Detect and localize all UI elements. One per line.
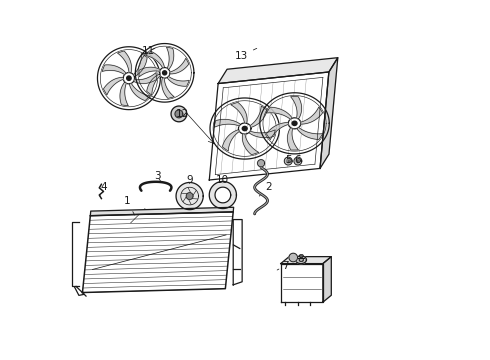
Polygon shape (214, 120, 241, 127)
Polygon shape (103, 77, 123, 95)
Text: 1: 1 (124, 197, 135, 215)
Polygon shape (147, 74, 160, 95)
Polygon shape (243, 134, 259, 155)
Polygon shape (159, 68, 170, 78)
Polygon shape (288, 128, 298, 150)
Polygon shape (299, 258, 303, 261)
Polygon shape (289, 253, 297, 262)
Polygon shape (295, 256, 306, 264)
Polygon shape (323, 257, 331, 302)
Polygon shape (242, 126, 247, 131)
Polygon shape (294, 157, 302, 165)
Polygon shape (267, 122, 289, 140)
Polygon shape (163, 71, 167, 75)
Polygon shape (281, 257, 331, 264)
Polygon shape (139, 67, 160, 77)
Polygon shape (287, 159, 290, 163)
Polygon shape (288, 118, 301, 129)
Polygon shape (250, 106, 267, 127)
Polygon shape (175, 110, 183, 118)
Polygon shape (82, 212, 233, 293)
Polygon shape (167, 47, 174, 69)
Text: 6: 6 (294, 156, 301, 165)
Polygon shape (320, 58, 338, 168)
Polygon shape (267, 107, 292, 119)
Polygon shape (133, 54, 147, 77)
Polygon shape (209, 181, 237, 208)
Polygon shape (297, 127, 323, 139)
Text: 8: 8 (297, 254, 304, 264)
Polygon shape (249, 130, 275, 138)
Polygon shape (292, 121, 297, 126)
Polygon shape (209, 72, 329, 180)
Text: 13: 13 (235, 48, 257, 61)
Text: 7: 7 (277, 261, 288, 271)
Polygon shape (134, 73, 156, 84)
Polygon shape (296, 159, 300, 163)
Text: 11: 11 (142, 46, 155, 57)
Polygon shape (301, 107, 322, 124)
Polygon shape (186, 193, 193, 199)
Polygon shape (291, 96, 302, 119)
Polygon shape (176, 183, 203, 210)
Polygon shape (129, 84, 150, 100)
Text: 9: 9 (186, 175, 193, 185)
Text: 4: 4 (99, 182, 107, 196)
Polygon shape (215, 187, 231, 203)
Polygon shape (127, 76, 131, 80)
Text: 12: 12 (176, 109, 189, 119)
Polygon shape (239, 123, 251, 134)
Text: 3: 3 (154, 171, 161, 181)
Polygon shape (231, 102, 247, 123)
Text: 2: 2 (259, 182, 271, 196)
Polygon shape (90, 207, 234, 216)
Polygon shape (102, 65, 126, 75)
Text: 5: 5 (286, 156, 292, 165)
Polygon shape (258, 159, 265, 167)
Polygon shape (162, 78, 174, 98)
Polygon shape (120, 82, 128, 106)
Polygon shape (284, 157, 292, 165)
Polygon shape (218, 58, 338, 84)
Polygon shape (281, 264, 323, 302)
Polygon shape (167, 76, 189, 86)
Polygon shape (171, 106, 187, 122)
Polygon shape (146, 51, 165, 68)
Polygon shape (170, 58, 189, 74)
Text: 10: 10 (216, 175, 229, 185)
Polygon shape (123, 72, 135, 84)
Polygon shape (118, 51, 131, 73)
Polygon shape (222, 130, 240, 151)
